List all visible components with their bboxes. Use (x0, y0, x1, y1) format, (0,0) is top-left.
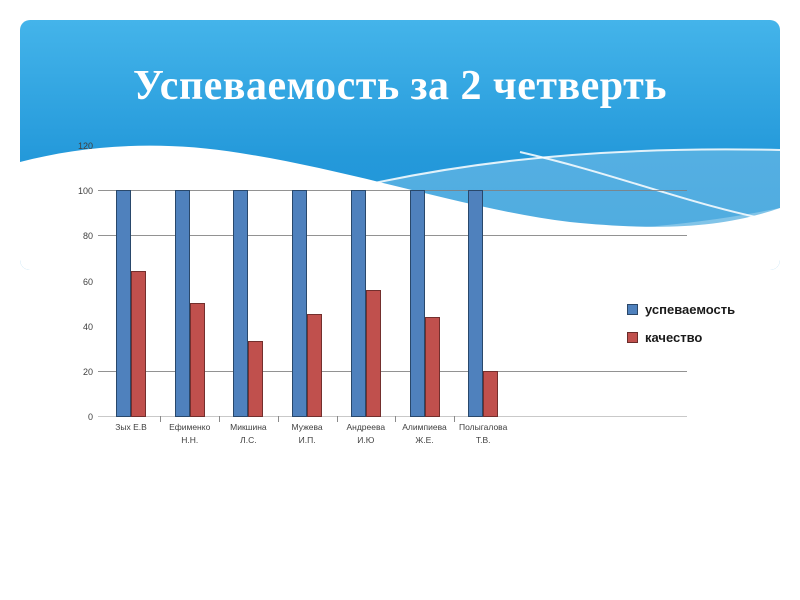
x-axis-tick (453, 416, 455, 422)
y-axis-label: 80 (82, 231, 93, 242)
x-axis-tick (160, 416, 162, 422)
category-label-line: Ж.Е. (415, 435, 434, 445)
category-label-line: И.Ю (357, 435, 375, 445)
bar-uspevaemost (409, 190, 425, 417)
gridline (98, 370, 687, 372)
bar-kachestvo (365, 289, 381, 417)
category-label-line: Алимпиева (402, 422, 447, 432)
wave-white-carve (20, 145, 780, 270)
gridline (98, 235, 687, 237)
chart-plot (98, 146, 687, 422)
category-label-line: Т.В. (475, 435, 491, 445)
x-axis-tick (395, 416, 397, 422)
legend-row: успеваемость (627, 302, 735, 317)
category-label-line: Микшина (230, 422, 267, 432)
page-title: Успеваемость за 2 четверть (133, 63, 667, 109)
category-label: Андреева И.Ю (333, 421, 399, 447)
category-label: Полыгалова Т.В. (450, 421, 516, 447)
bar-uspevaemost (116, 190, 131, 417)
category-label: Алимпиева Ж.Е. (392, 421, 458, 447)
gridline (98, 190, 687, 192)
bar-uspevaemost (174, 190, 190, 417)
y-axis-label: 60 (82, 276, 93, 287)
y-axis-label: 20 (82, 366, 93, 377)
category-label: Мужева И.П. (274, 421, 340, 447)
category-label: Микшина Л.С. (215, 421, 281, 447)
legend-marker (627, 304, 638, 315)
category-label-line: Ефименко (169, 422, 211, 432)
x-axis: Зых Е.В Ефименко Н.Н. Микшина Л.С. Мужева И.П.… (98, 421, 687, 455)
bar-kachestvo (307, 314, 323, 417)
legend-label: успеваемость (645, 302, 736, 317)
x-axis-tick (277, 416, 279, 422)
bar-kachestvo (424, 316, 440, 417)
x-axis-tick (219, 416, 221, 422)
bar-uspevaemost (468, 190, 484, 417)
category-label-line: Полыгалова (459, 422, 508, 432)
legend: успеваемость качество (627, 302, 735, 358)
legend-label: качество (645, 330, 703, 345)
bar-kachestvo (248, 341, 264, 417)
legend-marker (627, 332, 638, 343)
bar-uspevaemost (350, 190, 366, 417)
wave-line-falling (519, 151, 780, 223)
category-label: Ефименко Н.Н. (157, 421, 223, 447)
x-axis-line (98, 416, 687, 417)
category-label: Зых Е.В (98, 421, 164, 434)
category-label-line: Андреева (346, 422, 386, 432)
category-label-line: Мужева (291, 422, 323, 432)
category-label-line: Н.Н. (181, 435, 199, 445)
category-label-line: Зых Е.В (115, 422, 147, 432)
y-axis-label: 40 (82, 321, 93, 332)
y-axis: 0 20 40 60 80 100 120 (55, 141, 93, 422)
legend-row: качество (627, 330, 735, 345)
x-axis-tick (336, 416, 338, 422)
y-axis-label: 0 (87, 412, 93, 422)
bar-uspevaemost (233, 190, 249, 417)
y-axis-label: 120 (77, 141, 93, 151)
bar-kachestvo (189, 303, 205, 417)
y-axis-label: 100 (77, 186, 93, 197)
bar-kachestvo (483, 370, 499, 417)
bar-kachestvo (131, 271, 146, 417)
bar-uspevaemost (292, 190, 308, 417)
category-label-line: Л.С. (240, 435, 257, 445)
category-label-line: И.П. (298, 435, 316, 445)
